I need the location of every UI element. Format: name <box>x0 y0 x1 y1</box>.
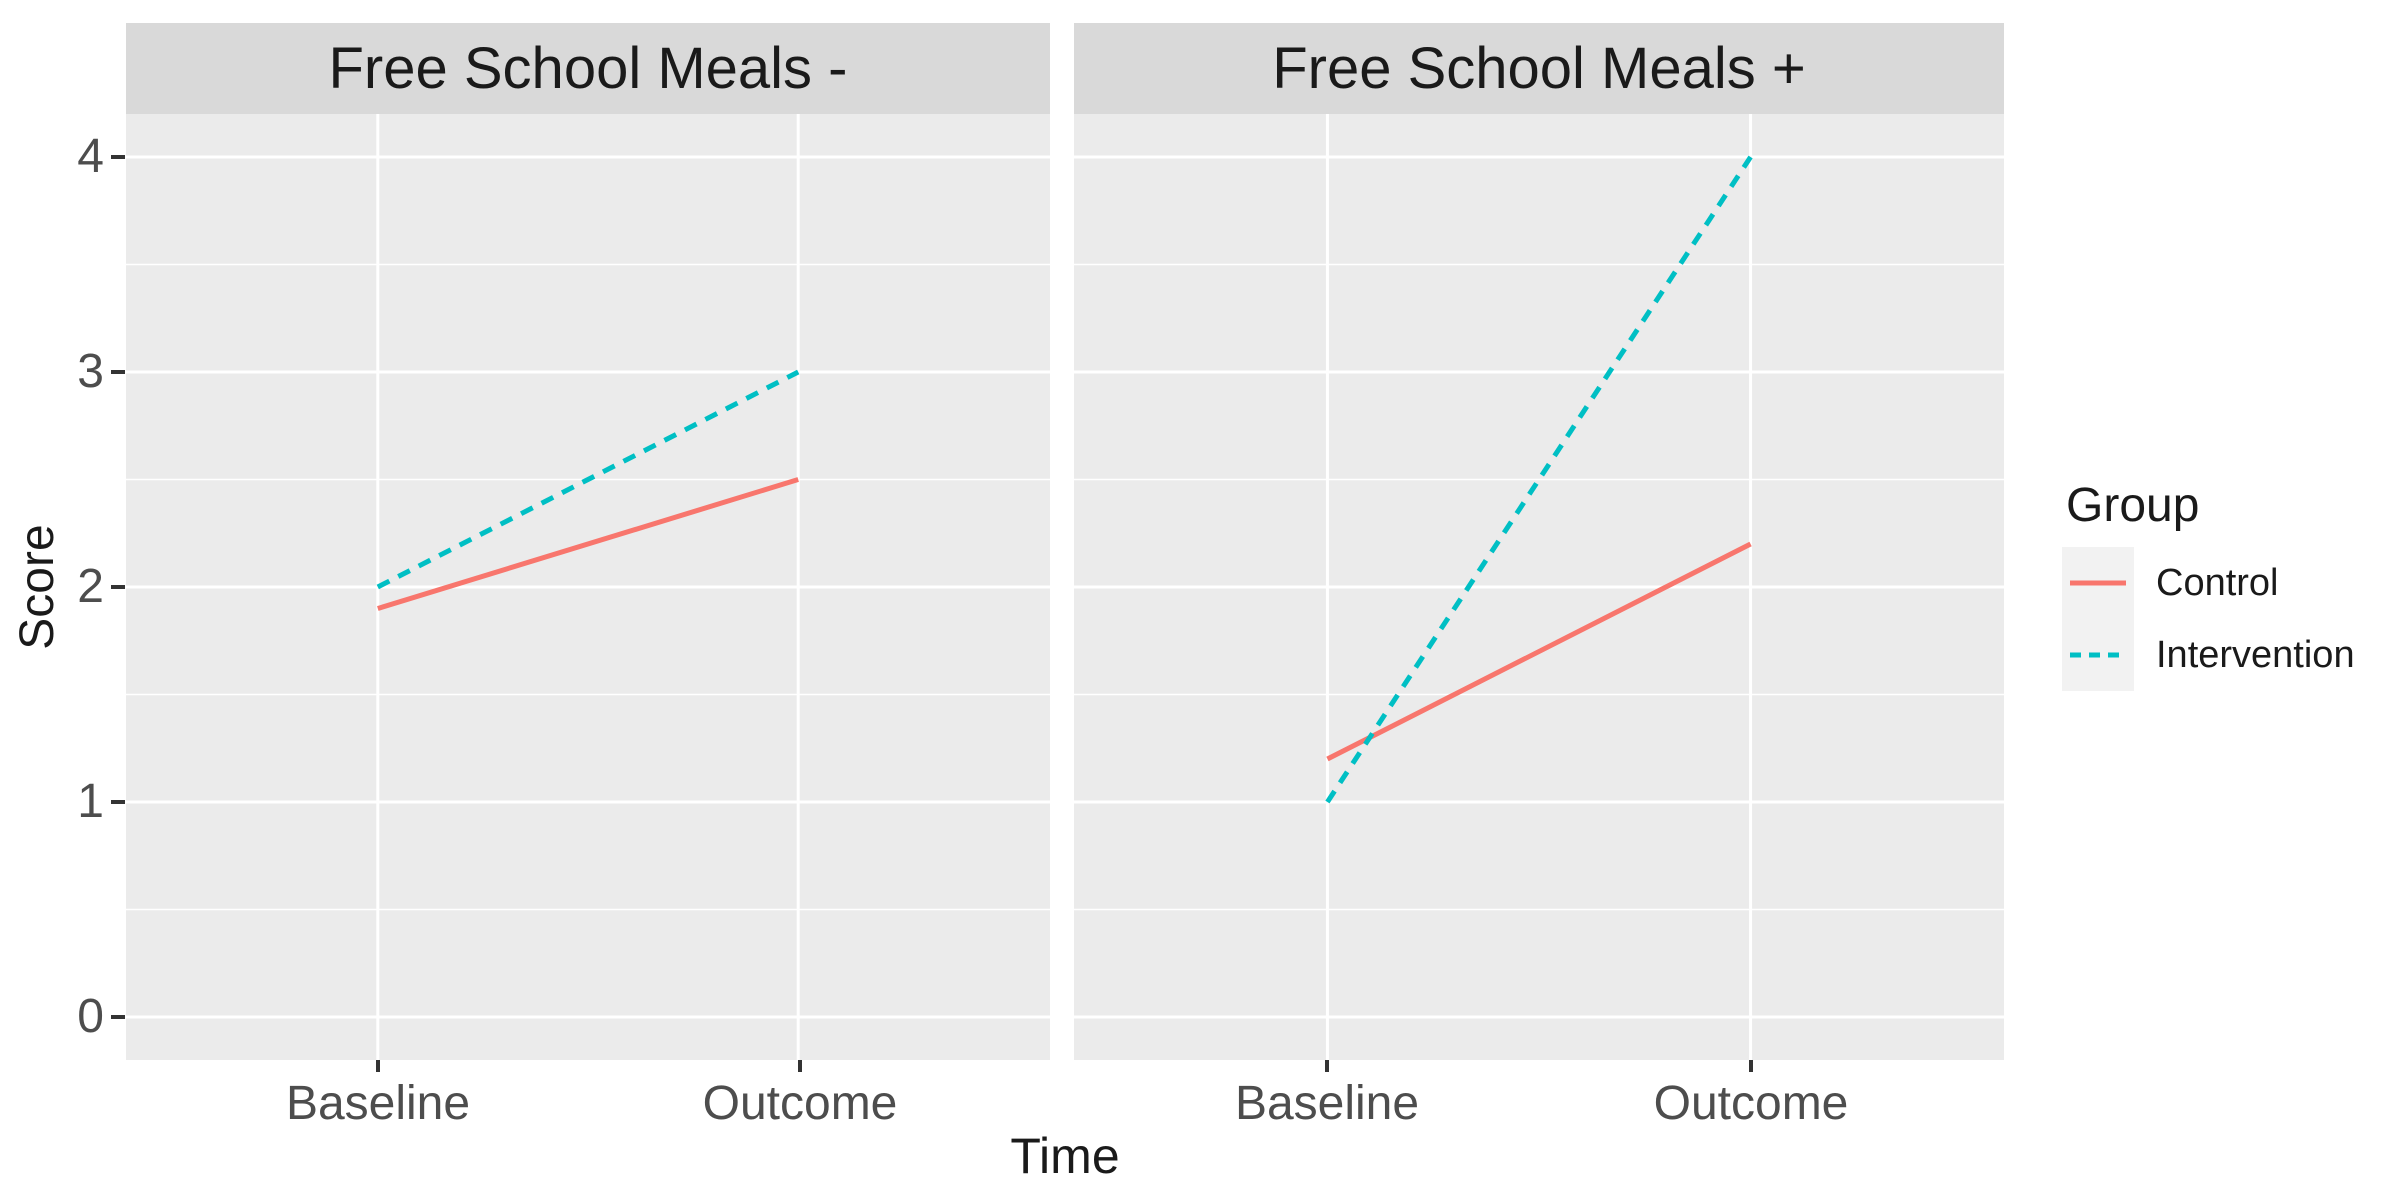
x-tick-mark <box>798 1060 802 1072</box>
y-tick-mark <box>111 155 125 159</box>
facet-strip-label: Free School Meals + <box>1272 36 1806 101</box>
y-tick-mark <box>111 370 125 374</box>
legend: Group Control Intervention <box>2062 478 2392 691</box>
x-tick-label-outcome: Outcome <box>1653 1077 1849 1130</box>
x-tick-mark <box>376 1060 380 1072</box>
y-tick-mark <box>111 800 125 804</box>
control-line <box>1326 541 1752 762</box>
control-line <box>377 477 799 611</box>
legend-entry-intervention: Intervention <box>2062 619 2392 691</box>
panel-plot-area <box>1074 114 2004 1060</box>
y-tick-label-2: 2 <box>77 560 104 613</box>
y-tick-label-0: 0 <box>77 990 104 1043</box>
x-tick-label-outcome: Outcome <box>702 1077 898 1130</box>
legend-entry-control: Control <box>2062 547 2392 619</box>
y-tick-label-4: 4 <box>77 130 104 183</box>
legend-title: Group <box>2066 479 2200 532</box>
legend-key-control <box>2062 547 2134 619</box>
x-axis-title: Time <box>1010 1128 1120 1184</box>
y-tick-label-1: 1 <box>77 775 104 828</box>
panel-fsm-minus <box>126 114 1050 1060</box>
panel-fsm-plus <box>1074 114 2004 1060</box>
panel-plot-area <box>126 114 1050 1060</box>
y-tick-label-3: 3 <box>77 345 104 398</box>
facet-strip-fsm-minus: Free School Meals - <box>126 23 1050 114</box>
y-tick-mark <box>111 1015 125 1019</box>
intervention-line <box>376 369 800 590</box>
legend-key-intervention <box>2062 619 2134 691</box>
x-tick-label-baseline: Baseline <box>1234 1077 1420 1130</box>
facet-strip-fsm-plus: Free School Meals + <box>1074 23 2004 114</box>
x-tick-label-baseline: Baseline <box>285 1077 471 1130</box>
x-tick-mark <box>1749 1060 1753 1072</box>
facet-strip-label: Free School Meals - <box>328 36 848 101</box>
y-tick-mark <box>111 585 125 589</box>
legend-label-intervention: Intervention <box>2156 633 2355 676</box>
legend-label-control: Control <box>2156 561 2279 604</box>
x-tick-mark <box>1325 1060 1329 1072</box>
